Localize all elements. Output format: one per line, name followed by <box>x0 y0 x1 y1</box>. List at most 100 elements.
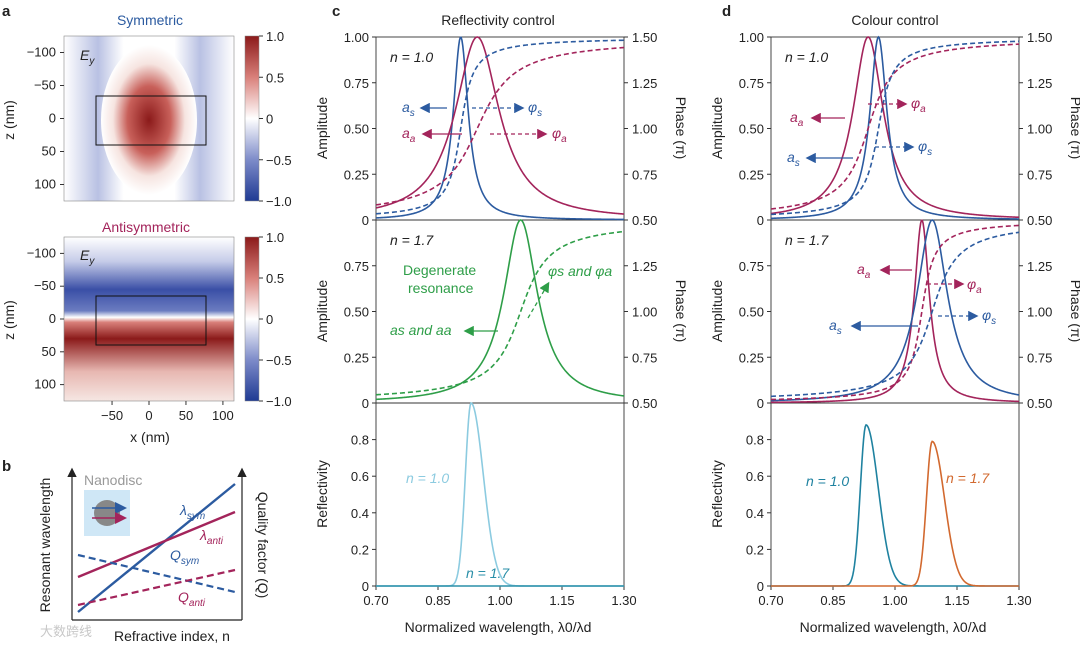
a-xtick-label: −50 <box>101 408 123 423</box>
y2-tick-label: 1.00 <box>1027 305 1052 320</box>
y-tick-label: 0.8 <box>746 433 764 448</box>
y-tick-label: 0.50 <box>344 305 369 320</box>
lambda-anti-line <box>77 510 236 579</box>
panel-a-x-ticks: −50 0 50 100 <box>101 401 234 423</box>
y-tick-label: 0.50 <box>739 305 764 320</box>
x-tick-label: 1.00 <box>882 593 907 608</box>
a-bot-ytick-label: −100 <box>27 245 56 260</box>
y-tick-label: 0.75 <box>739 76 764 91</box>
colorbar-ticks: 1.0 0.5 0 −0.5 −1.0 1.0 0.5 0 −0.5 −1.0 <box>259 29 292 409</box>
panel-c-top-amplitude-label: Amplitude <box>314 97 330 159</box>
series-phase-φa <box>770 43 1020 210</box>
panel-b: b Resonant wavelength Quality factor (Q)… <box>2 458 271 644</box>
series-phase-φs-and-φa <box>375 230 625 396</box>
y-tick-label: 0.25 <box>344 167 369 182</box>
y-tick-label: 0 <box>362 213 369 228</box>
series-amplitude-as-and-aa <box>375 219 625 401</box>
panel-c: c Reflectivity control 0 0.25 0.50 0.75 1.00… <box>314 3 689 635</box>
y-tick-label: 0.6 <box>351 469 369 484</box>
c-a-and-label: as and aa <box>390 322 452 338</box>
panel-d-title: Colour control <box>851 12 938 28</box>
y2-tick-label: 0.75 <box>632 350 657 365</box>
a-xtick-label: 50 <box>179 408 193 423</box>
a-xtick-label: 0 <box>145 408 152 423</box>
panel-c-mid-amplitude-label: Amplitude <box>314 280 330 342</box>
a-top-ytick-label: −50 <box>34 78 56 93</box>
panel-c-top-n-label: n = 1.0 <box>390 49 433 65</box>
colorbar-tick-label: −1.0 <box>266 194 292 209</box>
panel-c-mid-n-label: n = 1.7 <box>390 232 434 248</box>
panel-letter-b: b <box>2 458 11 475</box>
c-phi-and-arrow <box>527 281 550 319</box>
series-amplitude-as <box>375 36 624 221</box>
panel-d-bottom-plot: 0 0.2 0.4 0.6 0.8 0.70 0.85 1.00 1.15 1.30 <box>746 423 1032 608</box>
colorbar-tick-label: −1.0 <box>266 394 292 409</box>
series-reflectivity-n-=-1.7 <box>771 440 1019 587</box>
panel-letter-d: d <box>722 3 731 20</box>
y-tick-label: 0.50 <box>739 122 764 137</box>
antisymmetric-y-ticks: −100 −50 0 50 100 <box>27 245 64 392</box>
series-phase-φs <box>770 231 1020 398</box>
lambda-anti-label: λanti <box>199 527 224 547</box>
panel-d-x-label: Normalized wavelength, λ0/λd <box>800 619 987 635</box>
y-tick-label: 0.75 <box>344 259 369 274</box>
y-tick-label: 0.8 <box>351 433 369 448</box>
y2-tick-label: 1.00 <box>632 122 657 137</box>
series-phase-φa <box>770 224 1020 401</box>
panel-d: d Colour control 0 0.25 0.50 0.75 1.00 0.50 0.… <box>709 3 1080 635</box>
q-sym-label: Qsym <box>170 547 199 567</box>
q-anti-label: Qanti <box>178 589 206 609</box>
a-top-ytick-label: 50 <box>42 144 56 159</box>
d-refl-n17-label: n = 1.7 <box>946 470 990 486</box>
c-phis-label: φs <box>528 99 542 119</box>
lambda-sym-line <box>77 483 236 613</box>
panel-d-mid-amplitude-label: Amplitude <box>709 280 725 342</box>
y2-tick-label: 1.50 <box>632 30 657 45</box>
panel-d-top-n-label: n = 1.0 <box>785 49 828 65</box>
d-aa-label: aa <box>790 109 804 129</box>
y2-tick-label: 1.25 <box>1027 76 1052 91</box>
panel-c-reflectivity-label: Reflectivity <box>314 460 330 528</box>
symmetric-y-label: z (nm) <box>1 100 17 140</box>
panel-c-top-plot: 0 0.25 0.50 0.75 1.00 0.50 0.75 1.00 1.25 1.50 <box>344 30 658 228</box>
a-top-ytick-label: −100 <box>27 45 56 60</box>
panel-d-mid-phase-label: Phase (π) <box>1068 280 1080 343</box>
d-as-label: as <box>787 149 800 169</box>
y-tick-label: 0 <box>362 396 369 411</box>
antisymmetric-nanodisc-outline <box>95 295 207 346</box>
a-top-ytick-label: 100 <box>34 177 56 192</box>
panel-d-reflectivity-label: Reflectivity <box>709 460 725 528</box>
d-phia-label: φa <box>911 95 926 115</box>
antisymmetric-colorbar <box>244 236 260 402</box>
y2-tick-label: 1.25 <box>632 259 657 274</box>
panel-a-x-label: x (nm) <box>130 429 170 445</box>
series-phase-φs <box>375 39 625 215</box>
a-bot-ytick-label: 0 <box>49 311 56 326</box>
colorbar-tick-label: 0 <box>266 312 273 327</box>
symmetric-field-label: Ey <box>80 47 95 67</box>
y-tick-label: 0.50 <box>344 122 369 137</box>
watermark: 大数跨线 <box>40 624 92 639</box>
antisymmetric-field-label: Ey <box>80 247 95 267</box>
antisymmetric-title: Antisymmetric <box>102 219 190 235</box>
q-sym-line <box>77 553 236 594</box>
panel-b-right-label: Quality factor (Q) <box>255 492 271 599</box>
panel-b-x-label: Refractive index, n <box>114 628 230 644</box>
panel-d-top-plot: 0 0.25 0.50 0.75 1.00 0.50 0.75 1.00 1.25 1.50 <box>739 30 1053 228</box>
y2-tick-label: 0.50 <box>1027 396 1052 411</box>
lambda-sym-label: λsym <box>179 502 205 522</box>
y-tick-label: 0 <box>757 396 764 411</box>
y-tick-label: 0.2 <box>746 542 764 557</box>
symmetric-nanodisc-outline <box>95 95 207 146</box>
d-phis-label: φs <box>918 138 932 158</box>
c-phi-and-label: φs and φa <box>548 263 612 279</box>
y2-tick-label: 0.50 <box>1027 213 1052 228</box>
y-tick-label: 0.4 <box>351 506 369 521</box>
y-tick-label: 0.4 <box>746 506 764 521</box>
y-tick-label: 1.00 <box>344 30 369 45</box>
y2-tick-label: 0.75 <box>632 167 657 182</box>
colorbar-tick-label: 1.0 <box>266 29 284 44</box>
x-tick-label: 0.85 <box>425 593 450 608</box>
y-tick-label: 0.25 <box>739 167 764 182</box>
panel-a: a Symmetric Ey Antisymmetric Ey −100 −50 0… <box>1 3 292 445</box>
